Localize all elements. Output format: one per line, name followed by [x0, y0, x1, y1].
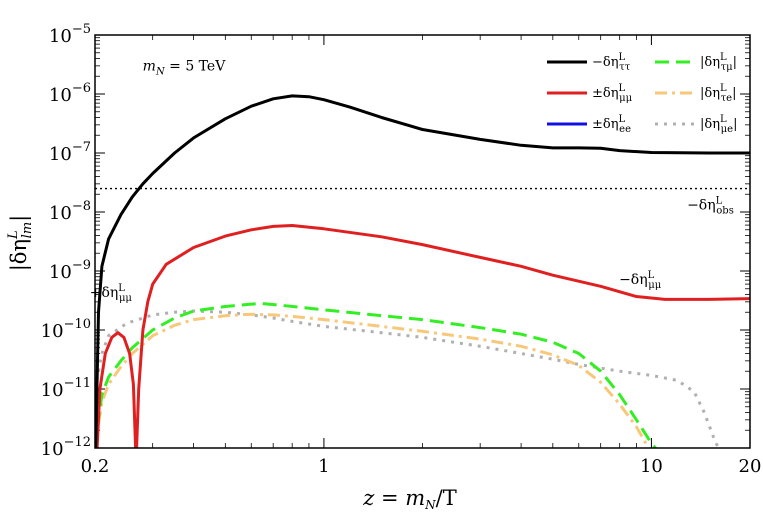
- annotation-2: −δηL μμ: [619, 270, 662, 291]
- annotation-3: +δηL μμ: [90, 283, 133, 304]
- axis-tick-labels: 10−12 10−11 10−10 10−9 10−8 10−7 10−6 10−5 0.2 1 1…: [41, 22, 762, 477]
- x-tick-label: 20: [739, 456, 762, 477]
- y-tick-label: 10−5: [49, 22, 91, 47]
- y-tick-label: 10−8: [49, 199, 91, 224]
- y-tick-label: 10−10: [41, 317, 91, 342]
- legend-label: |δηL μe|: [700, 114, 737, 135]
- annotation-1: −δηL obs: [687, 196, 734, 217]
- series-line-5: [95, 309, 720, 448]
- series-line-0: [95, 94, 750, 448]
- x-tick-label: 1: [318, 456, 329, 477]
- y-tick-label: 10−9: [49, 258, 91, 283]
- y-tick-label: 10−11: [41, 376, 91, 401]
- legend-label: |δηL τe|: [700, 83, 736, 104]
- annotations: mN = 5 TeV −δηL obs −δηL μμ +δηL μμ: [90, 59, 734, 305]
- y-tick-label: 10−6: [49, 81, 91, 106]
- legend-label: |δηL τμ|: [700, 52, 737, 73]
- y-tick-label: 10−7: [49, 140, 91, 165]
- legend-label: −δηL ττ: [592, 52, 631, 73]
- series-lines: [95, 94, 750, 448]
- annotation-mass: mN = 5 TeV: [143, 59, 227, 78]
- series-line-3: [95, 302, 657, 448]
- series-line-4: [95, 312, 650, 448]
- svg-text:|δηLlm|: |δηLlm|: [6, 215, 35, 272]
- legend: −δηL ττ ±δηL μμ ±δηL ee |δηL τμ| |δηL τe| |δηL μe|: [547, 52, 737, 135]
- legend-label: ±δηL ee: [592, 114, 631, 135]
- y-tick-label: 10−12: [41, 435, 91, 460]
- plot-frame: [94, 34, 751, 449]
- legend-label: ±δηL μμ: [592, 83, 633, 104]
- x-axis-title: z = mN/T: [362, 486, 457, 512]
- series-line-1: [95, 224, 750, 448]
- y-axis-title: |δηLlm|: [6, 215, 35, 272]
- axis-ticks: [94, 34, 751, 449]
- x-tick-label: 10: [640, 456, 663, 477]
- x-tick-label: 0.2: [81, 456, 110, 477]
